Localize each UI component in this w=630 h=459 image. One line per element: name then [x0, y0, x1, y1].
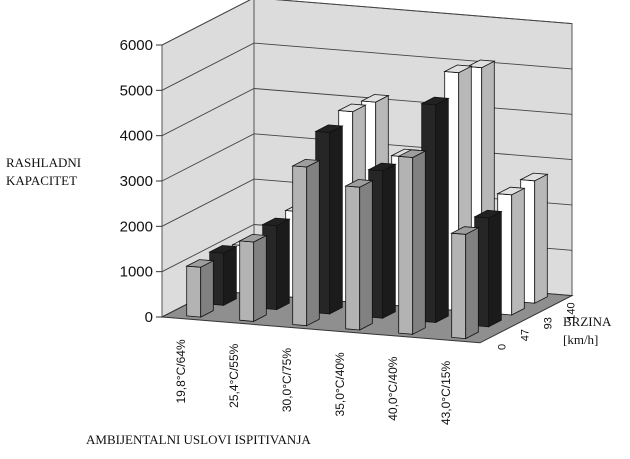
bar-front: [292, 165, 308, 327]
bar: [344, 179, 374, 331]
x-category-label: 43,0°C/15%: [439, 361, 453, 426]
bar-top: [420, 96, 450, 106]
depth-series-label: 0: [497, 344, 509, 350]
y-tick-label: 0: [145, 309, 153, 326]
depth-series-label: 47: [520, 329, 532, 341]
bar-top: [261, 217, 291, 227]
bar-side: [276, 218, 290, 311]
bar-side: [488, 210, 502, 328]
bar: [185, 259, 215, 318]
bar-top: [344, 179, 374, 188]
y-tick-label: 2000: [120, 218, 153, 235]
depth-axis-label-line-1: BRZINA: [563, 314, 612, 329]
bar: [450, 226, 480, 340]
x-category-label: 25,4°C/55%: [227, 343, 241, 408]
bar-front: [239, 240, 255, 322]
bar-top: [360, 94, 390, 103]
x-axis-category-labels: 19,8°C/64% 25,4°C/55% 30,0°C/75% 35,0°C/40%…: [174, 339, 453, 425]
bar-side: [200, 260, 214, 318]
bar-side: [329, 125, 343, 315]
bar-top: [314, 124, 344, 133]
bar-side: [435, 97, 449, 324]
bar-top: [367, 162, 397, 172]
bar-top: [208, 245, 238, 254]
y-axis-label-line-2: KAPACITET: [6, 173, 77, 188]
bar-side: [412, 150, 426, 335]
bar-top: [443, 64, 473, 74]
bar-side: [382, 163, 396, 319]
x-category-label: 19,8°C/64%: [174, 339, 188, 404]
y-axis-ticks: 0 1000 2000 3000 4000 5000 6000: [120, 37, 162, 326]
bar-side: [534, 173, 548, 304]
bar-front: [345, 185, 361, 331]
depth-axis-series-labels: 0 47 93 140: [497, 302, 578, 350]
y-tick-label: 4000: [120, 128, 153, 145]
bar-top: [519, 172, 549, 182]
bar-top: [185, 259, 215, 268]
bar-side: [465, 227, 479, 340]
depth-axis-label-line-2: [km/h]: [563, 332, 598, 347]
bar-top: [291, 158, 321, 168]
bar-side: [306, 159, 320, 327]
bar-side: [511, 187, 525, 316]
x-category-label: 40,0°C/40%: [386, 356, 400, 421]
bar-front: [398, 155, 414, 335]
depth-series-label: 93: [543, 317, 555, 329]
y-tick-label: 5000: [120, 82, 153, 99]
x-axis-label: AMBIJENTALNI USLOVI ISPITIVANJA: [86, 432, 311, 447]
bar-front: [451, 232, 467, 340]
x-category-label: 30,0°C/75%: [280, 348, 294, 413]
bar-top: [473, 209, 503, 219]
bar-top: [450, 226, 480, 235]
bar-side: [223, 245, 237, 306]
bar-front: [186, 265, 202, 318]
y-tick-label: 3000: [120, 173, 153, 190]
bars: [185, 59, 549, 340]
y-axis-label-line-1: RASHLADNI: [6, 155, 81, 170]
gridline: [161, 42, 573, 91]
bar-side: [253, 234, 267, 323]
bar-side: [359, 180, 373, 331]
bar-top: [466, 59, 496, 69]
bar: [397, 149, 427, 335]
bar-top: [238, 233, 268, 243]
bar-top: [397, 149, 427, 158]
y-tick-label: 6000: [120, 37, 153, 54]
bar-top: [337, 103, 367, 113]
depth-series-label: 140: [566, 302, 578, 320]
x-category-label: 35,0°C/40%: [333, 352, 347, 417]
bar-top: [496, 186, 526, 196]
gridline: [161, 0, 573, 46]
bar: [291, 158, 321, 327]
y-tick-label: 1000: [120, 264, 153, 281]
bar: [238, 233, 268, 323]
